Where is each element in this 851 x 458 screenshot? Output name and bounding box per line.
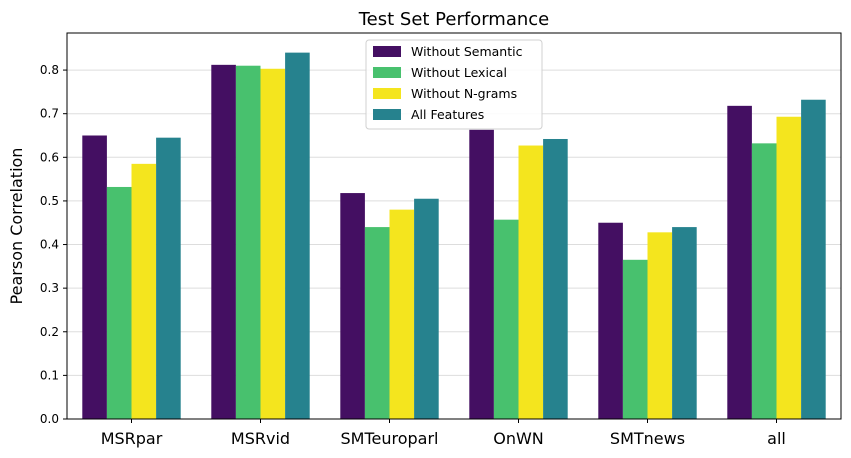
legend-swatch	[373, 67, 401, 78]
y-tick-label: 0.6	[40, 150, 59, 164]
y-tick-label: 0.7	[40, 107, 59, 121]
y-tick-label: 0.2	[40, 325, 59, 339]
bar-smtnews-without-semantic	[598, 222, 623, 419]
x-tick-label: all	[767, 429, 786, 448]
y-tick-label: 0.0	[40, 412, 59, 426]
bar-smteuroparl-without-semantic	[340, 193, 365, 419]
legend-box	[365, 39, 543, 130]
bar-smtnews-without-lexical	[622, 259, 648, 419]
bar-smtnews-without-n-grams	[647, 232, 673, 419]
legend-label: All Features	[411, 107, 484, 122]
bar-msrpar-without-semantic	[82, 135, 107, 419]
y-tick-label: 0.5	[40, 194, 59, 208]
bar-msrvid-all-features	[285, 52, 310, 420]
bar-msrvid-without-n-grams	[260, 68, 286, 420]
bar-onwn-all-features	[543, 138, 568, 419]
bar-smtnews-all-features	[672, 227, 697, 419]
y-tick-label: 0.1	[40, 368, 59, 382]
bar-msrpar-without-n-grams	[131, 163, 157, 419]
bar-onwn-without-lexical	[493, 219, 519, 419]
x-axis-ticks: MSRpar MSRvid SMTeuroparl OnWN SMTnews all	[101, 419, 786, 448]
legend-swatch	[373, 46, 401, 57]
bar-all-without-n-grams	[776, 116, 802, 419]
bar-all-all-features	[801, 99, 826, 419]
bar-smteuroparl-without-n-grams	[389, 209, 415, 419]
plot-frame	[66, 32, 842, 420]
x-tick-label: SMTnews	[610, 429, 685, 448]
bar-smteuroparl-without-lexical	[364, 227, 390, 419]
bars	[82, 52, 826, 420]
legend-swatch	[373, 109, 401, 120]
bar-onwn-without-n-grams	[518, 145, 544, 419]
legend: Without Semantic Without Lexical Without N…	[365, 39, 543, 130]
legend-label: Without Semantic	[411, 44, 523, 59]
chart-title: Test Set Performance	[358, 9, 550, 30]
bar-onwn-without-semantic	[469, 129, 494, 419]
bar-all-without-lexical	[751, 143, 777, 419]
y-tick-label: 0.4	[40, 238, 59, 252]
bar-msrvid-without-semantic	[211, 64, 236, 420]
x-tick-label: OnWN	[493, 429, 544, 448]
y-tick-label: 0.3	[40, 281, 59, 295]
x-tick-label: MSRvid	[231, 429, 290, 448]
x-tick-label: SMTeuroparl	[341, 429, 439, 448]
bar-msrpar-without-lexical	[106, 186, 132, 419]
legend-label: Without N-grams	[411, 86, 517, 101]
bar-all-without-semantic	[727, 105, 752, 420]
x-tick-label: MSRpar	[101, 429, 163, 448]
legend-swatch	[373, 88, 401, 99]
y-tick-label: 0.8	[40, 63, 59, 77]
bar-msrvid-without-lexical	[235, 65, 261, 420]
gridlines	[67, 69, 841, 376]
bar-smteuroparl-all-features	[414, 198, 439, 419]
y-axis-label: Pearson Correlation	[7, 148, 26, 305]
y-axis-ticks: 0.0 0.1 0.2 0.3 0.4 0.5 0.6 0.7 0.8	[40, 63, 67, 426]
bar-msrpar-all-features	[156, 137, 181, 419]
legend-label: Without Lexical	[411, 65, 507, 80]
